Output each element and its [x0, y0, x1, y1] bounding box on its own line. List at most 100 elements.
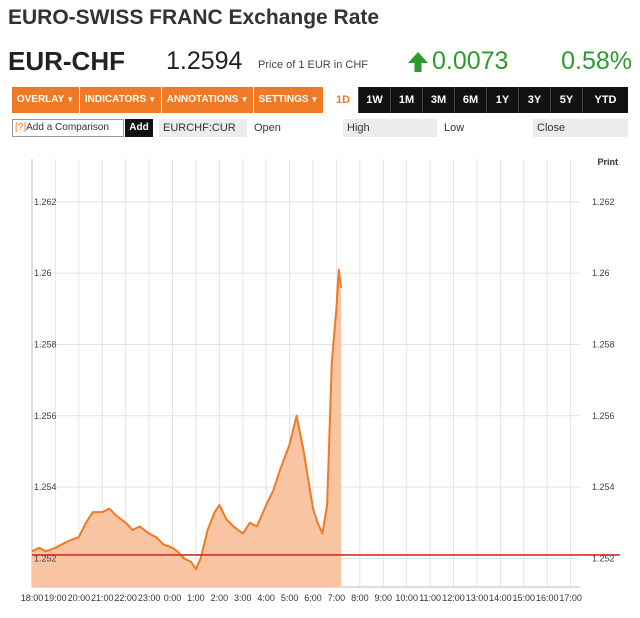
settings-menu-label: SETTINGS	[258, 94, 309, 105]
data-point	[190, 561, 192, 563]
range-ytd-button[interactable]: YTD	[582, 87, 628, 113]
overlay-menu-label: OVERLAY	[16, 94, 65, 105]
annotations-menu-label: ANNOTATIONS	[166, 94, 239, 105]
y-tick-label-right: 1.256	[592, 411, 615, 421]
x-tick-label: 5:00	[281, 593, 299, 603]
print-link[interactable]: Print	[597, 157, 618, 167]
x-tick-label: 22:00	[114, 593, 137, 603]
x-tick-label: 11:00	[419, 593, 441, 603]
data-point	[335, 308, 338, 310]
x-tick-label: 14:00	[489, 593, 512, 603]
range-3y-button[interactable]: 3Y	[518, 87, 550, 113]
y-tick-label-right: 1.258	[592, 339, 615, 349]
data-point	[31, 550, 33, 552]
last-price: 1.2594	[166, 47, 243, 75]
data-point	[265, 504, 267, 506]
y-tick-label-right: 1.254	[592, 482, 615, 492]
data-point	[68, 540, 71, 542]
indicators-menu-button[interactable]: INDICATORS ▼	[80, 87, 162, 113]
add-comparison-button[interactable]: Add	[125, 119, 153, 137]
indicators-menu-label: INDICATORS	[84, 94, 147, 105]
x-tick-label: 2:00	[211, 593, 229, 603]
help-icon[interactable]: [?]	[15, 122, 27, 133]
data-point	[242, 532, 244, 535]
data-point	[279, 468, 281, 470]
data-point	[155, 536, 157, 538]
data-point	[218, 504, 220, 506]
range-1m-button[interactable]: 1M	[390, 87, 422, 113]
data-point	[303, 450, 305, 453]
x-tick-label: 1:00	[187, 593, 205, 603]
overlay-menu-button[interactable]: OVERLAY ▼	[12, 87, 80, 113]
data-point	[331, 361, 333, 363]
data-point	[183, 557, 185, 560]
x-tick-label: 17:00	[559, 593, 582, 603]
x-tick-label: 3:00	[234, 593, 252, 603]
data-point	[296, 415, 298, 417]
range-6m-button[interactable]: 6M	[454, 87, 486, 113]
data-point	[289, 443, 291, 445]
x-tick-label: 12:00	[442, 593, 465, 603]
x-tick-label: 8:00	[351, 593, 369, 603]
price-change-percent: 0.58%	[561, 47, 632, 75]
low-label: Low	[444, 122, 465, 134]
data-point	[108, 507, 110, 510]
data-point	[38, 547, 40, 549]
x-tick-label: 0:00	[164, 593, 182, 603]
x-tick-label: 20:00	[68, 593, 91, 603]
range-1y-button[interactable]: 1Y	[486, 87, 518, 113]
caret-down-icon: ▼	[310, 95, 319, 104]
caret-down-icon: ▼	[66, 95, 75, 104]
data-point	[338, 268, 340, 271]
y-tick-label-right: 1.262	[592, 197, 615, 207]
x-tick-label: 15:00	[513, 593, 536, 603]
data-point	[326, 504, 328, 506]
data-point	[232, 525, 235, 527]
caret-down-icon: ▼	[240, 95, 249, 104]
y-tick-label-left: 1.26	[34, 268, 52, 278]
price-description: Price of 1 EUR in CHF	[258, 59, 369, 71]
settings-menu-button[interactable]: SETTINGS ▼	[254, 87, 324, 113]
x-tick-label: 18:00	[21, 593, 44, 603]
data-point	[249, 522, 251, 524]
range-5y-button[interactable]: 5Y	[550, 87, 582, 113]
range-1d-button[interactable]: 1D	[328, 87, 358, 113]
data-point	[200, 557, 202, 560]
x-tick-label: 19:00	[44, 593, 67, 603]
high-label: High	[343, 119, 437, 137]
annotations-menu-button[interactable]: ANNOTATIONS ▼	[162, 87, 254, 113]
data-point	[148, 532, 150, 535]
range-3m-button[interactable]: 3M	[422, 87, 454, 113]
comparison-placeholder: Add a Comparison	[26, 122, 109, 133]
x-axis-ticks: 18:00 19:00 20:00 21:00 22:00 23:00 0:00 1:00 2:…	[21, 593, 582, 603]
x-tick-label: 4:00	[257, 593, 275, 603]
range-1w-button[interactable]: 1W	[358, 87, 390, 113]
data-point	[272, 490, 274, 492]
data-point	[195, 568, 197, 570]
x-tick-label: 23:00	[138, 593, 161, 603]
data-point	[312, 507, 314, 510]
data-point	[321, 532, 323, 535]
data-point	[340, 286, 342, 288]
y-tick-label-left: 1.256	[34, 411, 57, 421]
data-point	[61, 543, 64, 545]
chart-canvas: 1.252 1.252 1.254 1.254 1.256 1.256 1.258 1.258…	[21, 159, 620, 603]
data-point	[115, 515, 117, 517]
up-arrow-icon	[408, 52, 428, 72]
comparison-row: [?]Add a Comparison Add EURCHF:CUR Open …	[12, 119, 628, 137]
x-tick-label: 13:00	[466, 593, 489, 603]
area-layer	[31, 268, 343, 587]
data-point	[171, 547, 174, 549]
y-tick-label-left: 1.252	[34, 553, 57, 563]
data-point	[256, 525, 258, 527]
data-point	[139, 525, 141, 527]
data-point	[101, 511, 103, 513]
price-change: 0.0073	[432, 47, 509, 75]
x-tick-label: 21:00	[91, 593, 114, 603]
comparison-input[interactable]: [?]Add a Comparison	[12, 119, 124, 137]
data-point	[214, 511, 216, 513]
close-label: Close	[533, 119, 628, 137]
data-point	[132, 529, 134, 531]
data-point	[78, 536, 80, 538]
y-tick-label-right: 1.26	[592, 268, 610, 278]
